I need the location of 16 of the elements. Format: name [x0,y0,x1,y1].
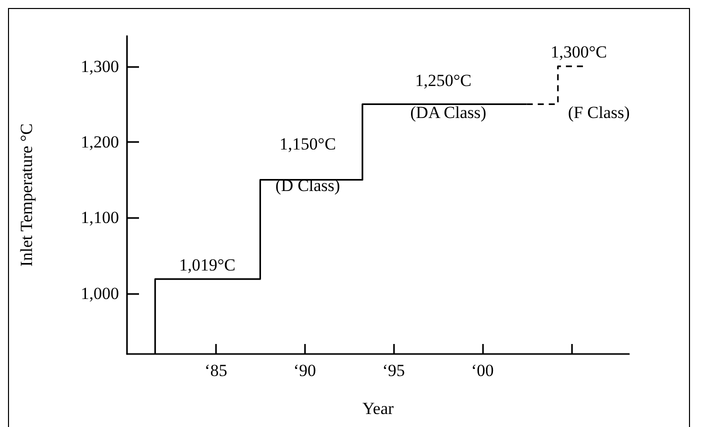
x-tick-label: ‘95 [382,361,405,380]
annotation: 1,019°C [179,255,236,274]
annotation: 1,300°C [550,42,607,62]
x-axis-title: Year [362,399,394,418]
y-tick-label: 1,200 [80,132,119,152]
annotation: 1,150°C [280,134,336,154]
annotation: (DA Class) [410,102,486,122]
annotation: (F Class) [568,102,630,122]
x-tick-label: ‘85 [204,361,228,380]
y-tick-label: 1,000 [80,284,119,303]
x-tick-label: ‘00 [471,361,494,380]
y-tick-label: 1,300 [80,56,119,76]
x-tick-label: ‘90 [293,361,316,380]
annotation: 1,250°C [415,71,472,90]
y-tick-label: 1,100 [80,208,119,228]
y-axis-title: Inlet Temperature °C [17,123,36,267]
